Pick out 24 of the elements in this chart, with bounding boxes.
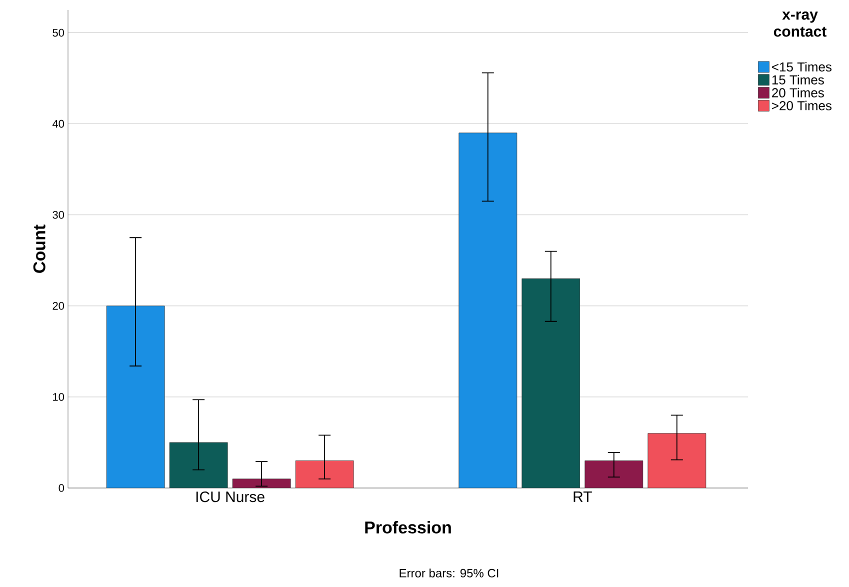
x-tick-label: RT bbox=[574, 492, 592, 502]
legend-label: <15 Times bbox=[772, 62, 832, 72]
text: Error bars: 95% CI bbox=[400, 568, 498, 578]
legend-label: >20 Times bbox=[772, 100, 832, 110]
bar bbox=[232, 478, 291, 488]
legend-title: x-ray contact bbox=[774, 12, 826, 37]
y-tick-label: 30 bbox=[52, 210, 64, 219]
legend-label: 20 Times bbox=[772, 88, 824, 98]
bar bbox=[169, 442, 228, 488]
y-axis-title: Count bbox=[33, 224, 46, 273]
bar bbox=[295, 460, 354, 488]
bar bbox=[106, 306, 165, 488]
x-tick-label: ICU Nurse bbox=[196, 492, 264, 502]
bar bbox=[522, 278, 580, 488]
y-tick-label: 0 bbox=[58, 484, 64, 492]
bar bbox=[648, 433, 706, 488]
y-tick-label: 50 bbox=[52, 28, 64, 37]
x-axis-title: Profession bbox=[365, 521, 451, 534]
y-tick-label: 40 bbox=[52, 120, 64, 128]
bar bbox=[458, 132, 518, 488]
bar bbox=[584, 460, 644, 488]
legend-label: 15 Times bbox=[772, 74, 824, 84]
y-tick-label: 20 bbox=[52, 302, 64, 310]
y-tick-label: 10 bbox=[53, 393, 64, 401]
